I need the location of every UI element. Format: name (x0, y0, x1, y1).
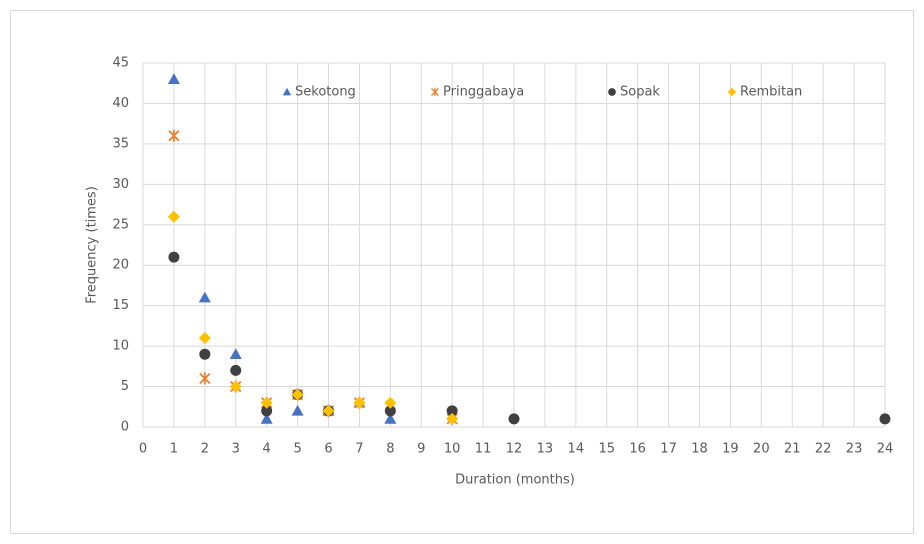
legend-label: Pringgabaya (443, 85, 524, 100)
legend-marker (431, 87, 439, 97)
y-tick-label: 35 (112, 136, 129, 151)
point (230, 364, 242, 376)
x-tick-label: 18 (691, 442, 708, 457)
point (168, 129, 180, 142)
point (260, 412, 273, 424)
point (508, 413, 520, 425)
x-tick-label: 7 (355, 442, 363, 457)
x-tick-label: 2 (201, 442, 209, 457)
x-tick-label: 11 (475, 442, 492, 457)
x-tick-label: 15 (598, 442, 615, 457)
legend-label: Sopak (620, 85, 660, 100)
x-tick-label: 10 (444, 442, 461, 457)
x-tick-label: 17 (660, 442, 677, 457)
point (446, 405, 458, 417)
point (199, 372, 211, 385)
point (384, 412, 397, 424)
x-tick-label: 21 (784, 442, 801, 457)
point (291, 404, 304, 416)
x-tick-label: 19 (722, 442, 739, 457)
point (879, 413, 891, 425)
x-tick-label: 20 (753, 442, 770, 457)
x-tick-label: 4 (263, 442, 271, 457)
point (322, 404, 335, 417)
y-tick-label: 0 (121, 420, 129, 435)
x-tick-label: 14 (568, 442, 585, 457)
legend-label: Sekotong (295, 85, 356, 100)
point (384, 396, 397, 409)
point (446, 412, 459, 425)
y-tick-label: 5 (121, 379, 129, 394)
x-tick-label: 1 (170, 442, 178, 457)
point (198, 332, 211, 345)
x-tick-label: 13 (537, 442, 554, 457)
point (384, 405, 396, 417)
point (260, 396, 273, 409)
x-tick-label: 6 (324, 442, 332, 457)
legend-label: Rembitan (740, 85, 802, 100)
x-tick-label: 23 (846, 442, 863, 457)
y-axis-label: Frequency (times) (85, 186, 100, 304)
point (229, 380, 242, 393)
x-tick-label: 9 (417, 442, 425, 457)
point (353, 396, 366, 409)
x-tick-label: 8 (386, 442, 394, 457)
y-tick-label: 25 (112, 217, 129, 232)
point (167, 73, 180, 84)
legend-marker (282, 87, 292, 96)
point (261, 405, 273, 417)
x-tick-label: 16 (629, 442, 646, 457)
x-tick-label: 22 (815, 442, 832, 457)
point (198, 291, 211, 303)
y-tick-label: 40 (112, 96, 129, 111)
y-tick-label: 10 (112, 339, 129, 354)
chart-frame (10, 10, 914, 534)
x-tick-label: 24 (877, 442, 894, 457)
point (199, 348, 211, 360)
y-tick-label: 30 (112, 177, 129, 192)
point (291, 388, 304, 401)
y-tick-label: 45 (112, 56, 129, 71)
x-tick-label: 12 (506, 442, 523, 457)
point (229, 348, 242, 359)
x-tick-label: 3 (232, 442, 240, 457)
point (167, 210, 180, 223)
x-tick-label: 5 (293, 442, 301, 457)
point (168, 251, 180, 263)
y-tick-label: 20 (112, 258, 129, 273)
x-axis-label: Duration (months) (455, 473, 575, 488)
legend-marker (608, 88, 616, 96)
y-tick-label: 15 (112, 298, 129, 313)
x-tick-label: 0 (139, 442, 147, 457)
